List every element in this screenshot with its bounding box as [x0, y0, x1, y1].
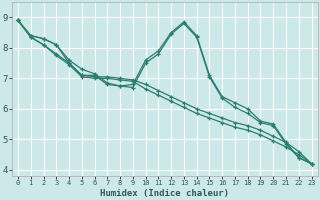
X-axis label: Humidex (Indice chaleur): Humidex (Indice chaleur) [100, 189, 229, 198]
